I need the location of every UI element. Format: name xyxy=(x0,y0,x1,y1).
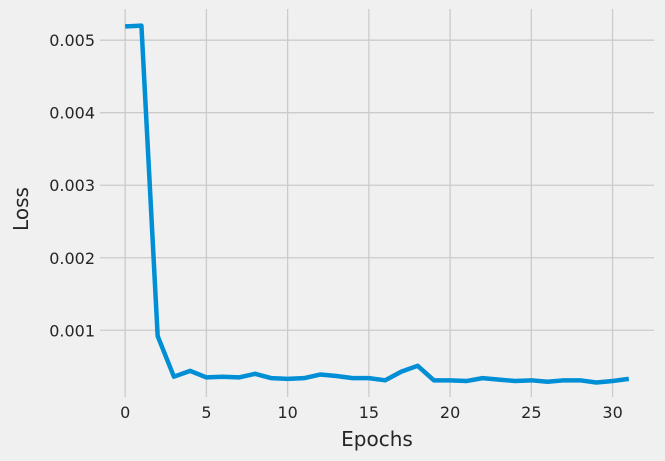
series-layer xyxy=(125,23,630,385)
x-tick-label: 30 xyxy=(602,403,622,422)
x-axis-ticks: 0 5 10 15 20 25 30 xyxy=(120,403,623,422)
x-tick-label: 25 xyxy=(521,403,541,422)
y-tick-label: 0.001 xyxy=(49,321,95,340)
y-axis-ticks: 0.001 0.002 0.003 0.004 0.005 xyxy=(49,31,95,340)
x-tick-label: 0 xyxy=(120,403,130,422)
y-axis-label: Loss xyxy=(9,187,33,231)
y-tick-label: 0.004 xyxy=(49,104,95,123)
y-tick-label: 0.005 xyxy=(49,31,95,50)
y-tick-label: 0.003 xyxy=(49,176,95,195)
grid xyxy=(100,9,654,397)
x-axis-label: Epochs xyxy=(341,427,413,451)
loss-series-line xyxy=(125,23,630,385)
y-tick-label: 0.002 xyxy=(49,249,95,268)
x-tick-label: 10 xyxy=(277,403,297,422)
x-tick-label: 5 xyxy=(201,403,211,422)
x-tick-label: 15 xyxy=(359,403,379,422)
x-tick-label: 20 xyxy=(440,403,460,422)
